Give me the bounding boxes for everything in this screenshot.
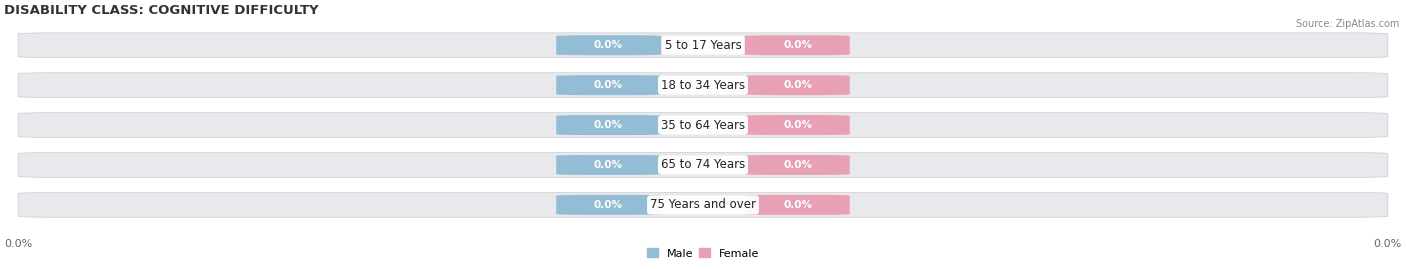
Text: DISABILITY CLASS: COGNITIVE DIFFICULTY: DISABILITY CLASS: COGNITIVE DIFFICULTY xyxy=(4,4,319,17)
Text: 0.0%: 0.0% xyxy=(593,80,623,90)
Text: 0.0%: 0.0% xyxy=(1374,239,1402,249)
Text: 0.0%: 0.0% xyxy=(593,160,623,170)
FancyBboxPatch shape xyxy=(557,155,661,175)
FancyBboxPatch shape xyxy=(745,155,849,175)
FancyBboxPatch shape xyxy=(557,115,661,135)
FancyBboxPatch shape xyxy=(745,195,849,215)
Text: 35 to 64 Years: 35 to 64 Years xyxy=(661,119,745,132)
FancyBboxPatch shape xyxy=(745,35,849,55)
Text: 18 to 34 Years: 18 to 34 Years xyxy=(661,79,745,92)
FancyBboxPatch shape xyxy=(557,35,661,55)
Text: 5 to 17 Years: 5 to 17 Years xyxy=(665,39,741,52)
Text: Source: ZipAtlas.com: Source: ZipAtlas.com xyxy=(1295,19,1399,29)
Text: 0.0%: 0.0% xyxy=(783,120,813,130)
Text: 0.0%: 0.0% xyxy=(593,200,623,210)
Text: 0.0%: 0.0% xyxy=(783,80,813,90)
FancyBboxPatch shape xyxy=(18,193,1388,217)
Legend: Male, Female: Male, Female xyxy=(643,244,763,263)
Text: 0.0%: 0.0% xyxy=(783,200,813,210)
Text: 0.0%: 0.0% xyxy=(783,40,813,50)
FancyBboxPatch shape xyxy=(18,73,1388,97)
FancyBboxPatch shape xyxy=(557,75,661,95)
FancyBboxPatch shape xyxy=(18,33,1388,58)
Text: 0.0%: 0.0% xyxy=(4,239,32,249)
Text: 0.0%: 0.0% xyxy=(593,40,623,50)
FancyBboxPatch shape xyxy=(745,75,849,95)
FancyBboxPatch shape xyxy=(18,153,1388,177)
FancyBboxPatch shape xyxy=(18,113,1388,137)
Text: 0.0%: 0.0% xyxy=(593,120,623,130)
FancyBboxPatch shape xyxy=(745,115,849,135)
Text: 0.0%: 0.0% xyxy=(783,160,813,170)
Text: 75 Years and over: 75 Years and over xyxy=(650,198,756,211)
Text: 65 to 74 Years: 65 to 74 Years xyxy=(661,158,745,171)
FancyBboxPatch shape xyxy=(557,195,661,215)
